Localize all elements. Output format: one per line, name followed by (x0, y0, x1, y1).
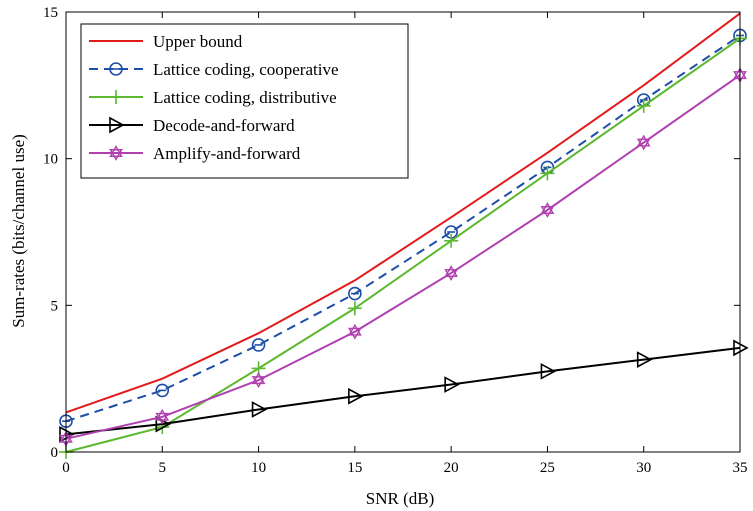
legend-label: Decode-and-forward (153, 116, 295, 135)
series-line (65, 12, 741, 414)
data-point (636, 98, 651, 113)
series-line (65, 74, 741, 440)
series-upper-bound (65, 12, 741, 414)
data-point (251, 401, 268, 418)
y-tick-label: 15 (43, 5, 58, 21)
legend-marker (109, 90, 123, 104)
x-tick-label: 25 (540, 460, 555, 476)
legend-marker (109, 145, 123, 161)
legend-entry: Lattice coding, distributive (89, 88, 337, 107)
x-tick-label: 5 (159, 460, 167, 476)
data-point (444, 265, 458, 281)
data-point (155, 383, 170, 398)
legend-marker (109, 62, 123, 76)
legend-entry: Decode-and-forward (89, 116, 295, 135)
data-point (347, 301, 362, 316)
legend: Upper bound Lattice coding, cooperative La… (80, 23, 409, 179)
series-line (65, 37, 741, 453)
legend-entry: Lattice coding, cooperative (89, 60, 339, 79)
x-axis-label: SNR (dB) (366, 489, 434, 508)
x-tick-label: 30 (636, 460, 651, 476)
legend-label: Amplify-and-forward (153, 144, 301, 163)
data-point (348, 286, 362, 301)
x-tick-label: 15 (347, 460, 362, 476)
axes: 0 5 10 15 20 25 30 35 0 5 10 15 (43, 5, 748, 476)
y-tick-label: 0 (51, 445, 59, 461)
y-axis-label: Sum-rates (bits/channel use) (9, 134, 28, 328)
data-point (444, 233, 459, 248)
legend-label: Lattice coding, cooperative (153, 60, 339, 79)
series-line (65, 346, 741, 436)
x-tick-label: 10 (251, 460, 266, 476)
legend-label: Lattice coding, distributive (153, 88, 337, 107)
data-point (540, 202, 555, 218)
y-tick-label: 10 (43, 152, 58, 168)
data-point (540, 362, 557, 380)
data-point (348, 387, 364, 405)
data-point (155, 408, 170, 425)
legend-entry: Amplify-and-forward (89, 144, 301, 163)
axis-frame (65, 11, 741, 453)
x-tick-label: 20 (444, 460, 459, 476)
data-point (251, 372, 266, 389)
data-point (444, 376, 460, 393)
data-point (540, 166, 555, 181)
x-tick-label: 35 (733, 460, 748, 476)
data-point (636, 134, 651, 151)
legend-entry: Upper bound (89, 32, 243, 51)
legend-label: Upper bound (153, 32, 243, 51)
data-point (251, 338, 266, 352)
data-point (348, 323, 362, 340)
legend-marker (109, 116, 125, 134)
x-tick-label: 0 (62, 460, 70, 476)
y-tick-label: 5 (51, 298, 59, 314)
data-point (636, 351, 653, 368)
